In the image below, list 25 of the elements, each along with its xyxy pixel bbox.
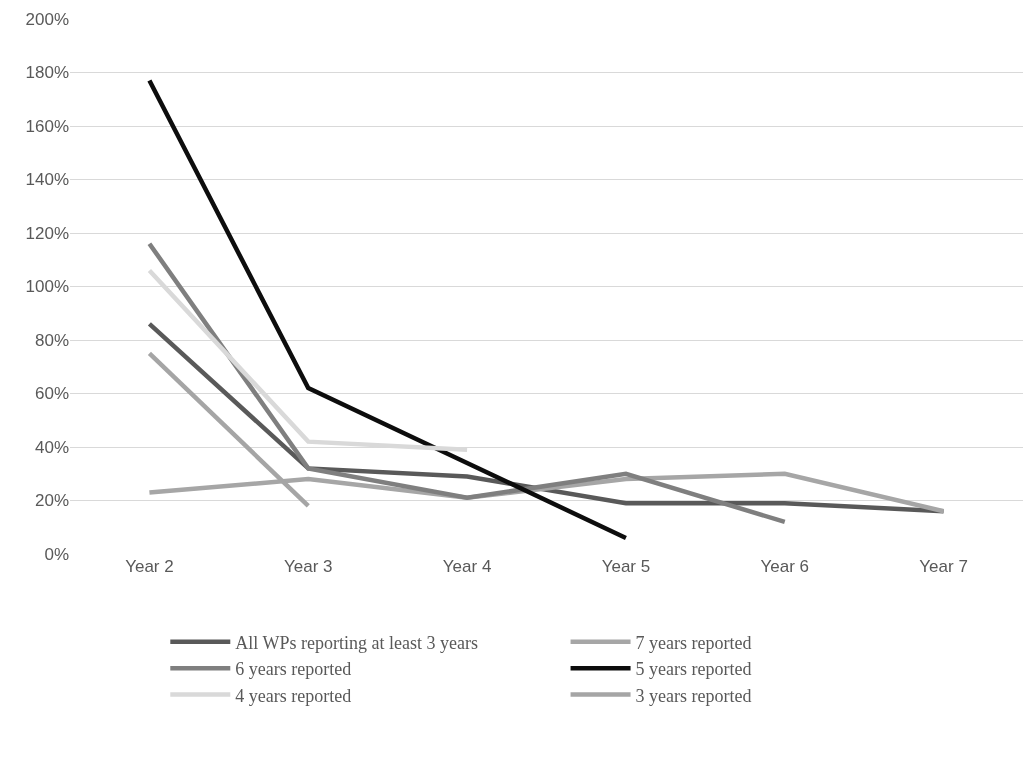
legend-label: 4 years reported — [235, 685, 352, 706]
y-tick-label: 120% — [25, 223, 69, 243]
legend-label: 3 years reported — [635, 685, 752, 706]
legend-label: 6 years reported — [235, 659, 352, 680]
legend-label: All WPs reporting at least 3 years — [235, 632, 478, 653]
line-series — [147, 78, 629, 541]
y-tick-label: 200% — [25, 9, 69, 29]
legend-label: 7 years reported — [635, 632, 752, 653]
y-tick-label: 40% — [34, 437, 69, 457]
x-tick-label: Year 3 — [283, 557, 333, 576]
y-tick-label: 80% — [34, 330, 69, 350]
y-tick-label: 180% — [25, 63, 69, 83]
x-tick-label: Year 5 — [601, 557, 651, 576]
x-tick-label: Year 4 — [442, 557, 492, 576]
y-tick-label: 100% — [25, 277, 69, 297]
legend-label: 5 years reported — [635, 659, 752, 680]
x-tick-label: Year 6 — [760, 557, 810, 576]
line-series — [147, 241, 787, 525]
x-tick-label: Year 2 — [125, 557, 174, 576]
x-tick-label: Year 7 — [919, 557, 968, 576]
y-tick-label: 140% — [25, 170, 69, 190]
y-tick-label: 0% — [44, 544, 69, 564]
y-tick-label: 60% — [34, 384, 69, 404]
y-tick-label: 160% — [25, 116, 69, 136]
y-tick-label: 20% — [34, 491, 69, 511]
